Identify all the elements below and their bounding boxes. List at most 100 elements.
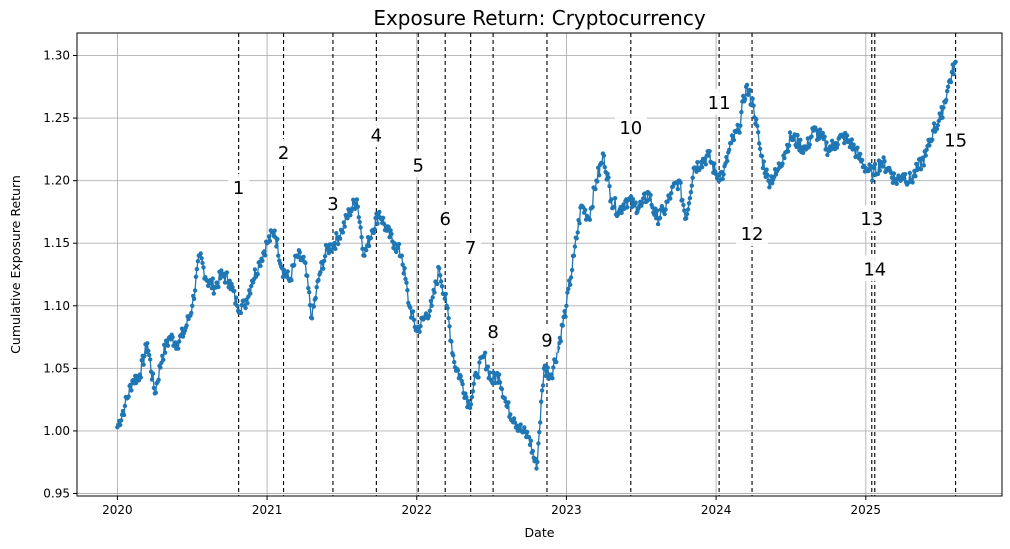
data-point: [351, 197, 356, 202]
data-point: [373, 215, 378, 221]
data-point: [562, 309, 567, 314]
data-point: [785, 149, 791, 154]
data-point: [684, 211, 690, 217]
data-point: [147, 352, 152, 358]
data-point: [215, 281, 220, 286]
x-tick-label: 2024: [701, 503, 732, 517]
data-point: [322, 254, 328, 259]
data-point: [435, 281, 440, 287]
data-point: [875, 171, 881, 177]
data-point: [322, 258, 327, 263]
data-point: [742, 96, 748, 102]
series-layer: [115, 59, 958, 471]
data-point: [937, 111, 942, 116]
data-point: [595, 179, 600, 184]
data-point: [760, 165, 766, 171]
event-lines: [238, 33, 957, 496]
data-point: [699, 165, 705, 170]
data-point: [427, 308, 433, 313]
event-label-1: 1: [233, 178, 244, 199]
data-point: [599, 161, 605, 166]
data-point: [176, 346, 181, 351]
data-point: [193, 274, 199, 279]
data-point: [402, 266, 407, 271]
data-point: [678, 180, 683, 185]
data-point: [426, 313, 432, 319]
data-point: [129, 388, 134, 393]
data-point: [388, 228, 393, 233]
data-point: [219, 268, 224, 273]
event-label-5: 5: [413, 155, 424, 176]
event-label-4: 4: [371, 125, 382, 146]
event-label-box: [460, 233, 482, 260]
data-point: [655, 208, 660, 213]
data-point: [380, 215, 386, 220]
data-point: [795, 133, 800, 138]
x-tick-label: 2022: [401, 503, 432, 517]
data-point: [163, 338, 169, 343]
data-point: [451, 353, 456, 358]
y-tick-label: 1.30: [43, 49, 70, 63]
data-point: [384, 228, 389, 233]
data-point: [362, 253, 367, 258]
data-point: [880, 164, 885, 169]
data-point: [530, 448, 535, 454]
data-point: [539, 399, 544, 404]
data-point: [150, 371, 156, 376]
data-point: [303, 260, 308, 265]
data-point: [221, 274, 227, 279]
data-point: [281, 267, 287, 273]
data-point: [794, 144, 799, 150]
data-point: [687, 196, 693, 201]
plot-frame: [76, 32, 1003, 497]
data-point: [309, 316, 315, 321]
event-label-box: [407, 151, 429, 178]
data-point: [728, 140, 734, 146]
data-point: [549, 372, 554, 377]
data-point: [505, 404, 510, 410]
data-point: [368, 235, 374, 241]
data-point: [721, 172, 726, 177]
data-point: [447, 324, 452, 329]
data-point: [438, 273, 443, 278]
data-point: [870, 178, 875, 183]
data-point: [849, 137, 854, 142]
data-point: [411, 317, 417, 322]
data-point: [272, 228, 277, 233]
event-label-6: 6: [439, 209, 450, 230]
data-point: [405, 288, 410, 293]
data-point: [535, 459, 540, 465]
data-point: [285, 269, 290, 274]
data-point: [243, 305, 248, 311]
series-line: [116, 61, 957, 469]
event-label-box: [536, 326, 558, 353]
data-point: [737, 130, 742, 135]
data-point: [554, 359, 559, 365]
data-point: [647, 197, 652, 202]
data-point: [565, 290, 570, 295]
event-label-11: 11: [708, 93, 731, 114]
data-point: [234, 295, 239, 300]
data-point: [571, 253, 577, 258]
data-point: [824, 140, 829, 145]
data-point: [536, 441, 541, 446]
data-point: [583, 207, 588, 213]
data-point: [657, 215, 663, 221]
data-point: [605, 171, 610, 176]
data-point: [145, 341, 150, 346]
data-point: [855, 145, 860, 150]
data-point: [901, 176, 907, 181]
data-point: [210, 276, 215, 281]
data-point: [121, 412, 127, 418]
data-point: [545, 365, 550, 370]
data-point: [941, 105, 946, 110]
data-point: [630, 197, 636, 202]
data-point: [607, 184, 612, 189]
data-point: [680, 197, 685, 203]
data-point: [224, 270, 230, 275]
data-point: [648, 192, 653, 198]
data-point: [872, 165, 877, 170]
data-point: [428, 298, 433, 304]
event-label-15: 15: [944, 130, 967, 151]
data-point: [945, 84, 951, 90]
